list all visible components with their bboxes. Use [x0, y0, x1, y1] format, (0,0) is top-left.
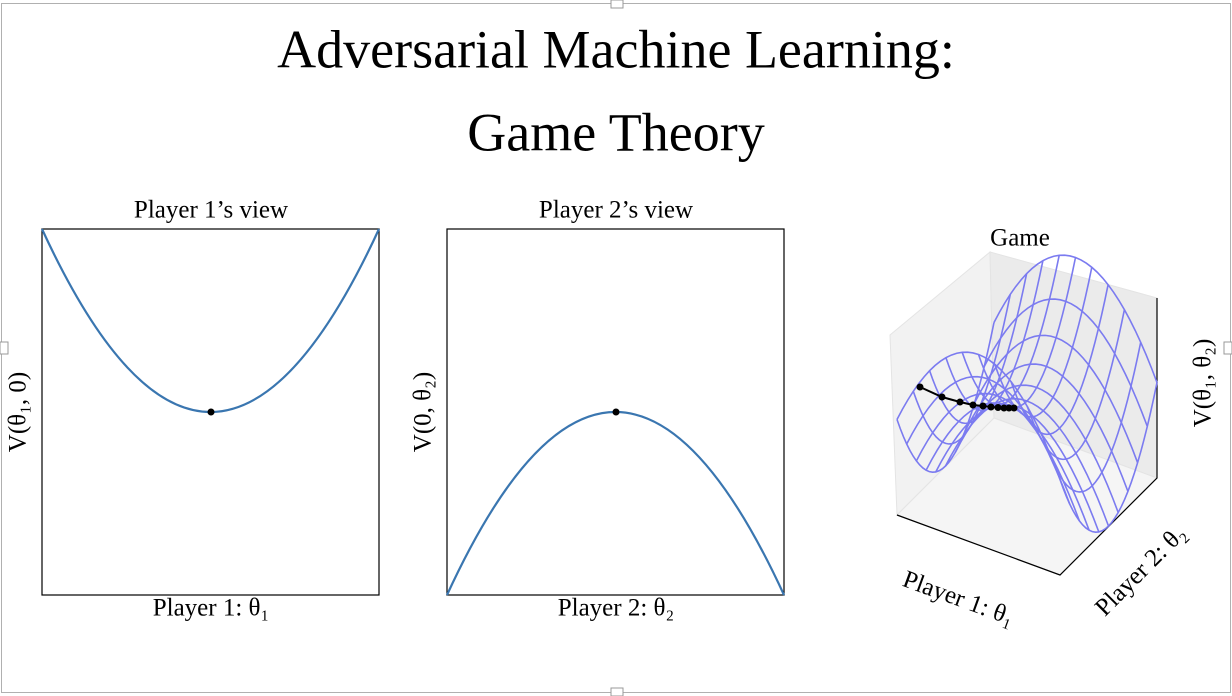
wire-line [1026, 309, 1126, 461]
wire-line [954, 384, 1119, 513]
curve [446, 410, 785, 596]
plot-frame [446, 228, 785, 596]
z-axis-label: V(θ₁, θ₂) [1190, 339, 1217, 428]
slide-title: Adversarial Machine Learning: [277, 19, 955, 79]
wire-line [994, 267, 1093, 418]
curve [41, 228, 380, 414]
y-axis-label: Player 2: θ₂ [1090, 520, 1191, 621]
y-axis-label: V(0, θ₂) [410, 372, 437, 452]
panel-title: Game [990, 225, 1050, 252]
descent-path [916, 383, 1018, 412]
panel-title: Player 2’s view [539, 197, 693, 224]
y-axis-label: V(θ₁, 0) [5, 372, 32, 452]
equilibrium-point [207, 408, 215, 416]
wire-line [983, 298, 1149, 427]
plot-frame [41, 228, 380, 596]
wire-line [1042, 342, 1142, 493]
equilibrium-point [612, 408, 620, 416]
wire-line [964, 363, 1129, 492]
panel-title: Player 1’s view [134, 197, 288, 224]
x-axis-label: Player 2: θ₂ [558, 595, 675, 622]
wire-line [993, 254, 1158, 383]
slide-title: Game Theory [467, 102, 764, 162]
x-axis-label: Player 1: θ₁ [153, 595, 270, 622]
saddle-surface [896, 254, 1158, 533]
wire-line [973, 334, 1139, 463]
x-axis-label: Player 1: θ₁ [899, 566, 1018, 631]
wire-line [1059, 382, 1158, 533]
wire-line [1010, 284, 1109, 436]
